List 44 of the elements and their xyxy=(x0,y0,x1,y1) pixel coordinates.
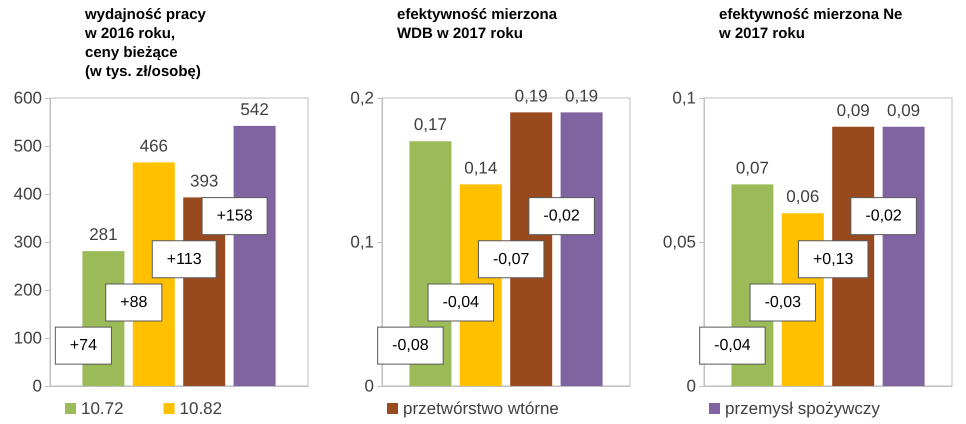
y-tick-label: 300 xyxy=(14,232,42,252)
y-tick-label: 0,1 xyxy=(350,232,374,252)
y-tick-label: 400 xyxy=(14,184,42,204)
annotation: +74 xyxy=(70,337,98,354)
data-label: 0,19 xyxy=(514,86,548,106)
y-tick-label: 500 xyxy=(14,136,42,156)
annotation: -0,04 xyxy=(442,294,480,311)
y-tick-label: 200 xyxy=(14,280,42,300)
chart-title: wydajność pracy w 2016 roku, ceny bieżące (w tys. zł/osobę) xyxy=(84,6,207,80)
annotation: +0,13 xyxy=(812,250,854,268)
data-label: 0,14 xyxy=(464,158,498,178)
legend-label: przetwórstwo wtórne xyxy=(403,399,559,418)
data-label: 0,07 xyxy=(736,158,769,178)
data-label: 0,09 xyxy=(887,100,920,120)
data-label: 0,19 xyxy=(565,86,598,106)
annotation: -0,03 xyxy=(764,294,802,311)
chart-title: efektywność mierzona WDB w 2017 roku xyxy=(397,6,558,42)
annotation: -0,08 xyxy=(392,337,429,354)
data-label: 393 xyxy=(190,171,218,190)
y-tick-label: 0,1 xyxy=(672,88,696,108)
annotation: +88 xyxy=(120,294,148,311)
data-label: 0,06 xyxy=(786,187,820,206)
data-label: 0,17 xyxy=(414,115,447,134)
annotation: -0,07 xyxy=(492,250,530,268)
annotation: +113 xyxy=(166,250,202,268)
annotation: +158 xyxy=(216,208,253,225)
annotation: -0,02 xyxy=(543,208,580,225)
legend-label: 10.72 xyxy=(81,399,124,418)
y-tick-label: 0 xyxy=(32,376,42,396)
legend-label: przemysł spożywczy xyxy=(725,399,880,418)
y-tick-label: 0,2 xyxy=(350,88,374,108)
data-label: 281 xyxy=(89,225,118,244)
data-label: 466 xyxy=(140,136,168,156)
y-tick-label: 100 xyxy=(14,328,42,348)
y-tick-label: 0 xyxy=(686,376,696,396)
legend-label: 10.82 xyxy=(180,399,222,418)
annotation: -0,04 xyxy=(714,337,751,354)
annotation: -0,02 xyxy=(865,208,902,225)
y-tick-label: 0 xyxy=(364,376,374,396)
chart-title: efektywność mierzona Ne w 2017 roku xyxy=(718,6,902,42)
y-tick-label: 0,05 xyxy=(662,232,696,252)
data-label: 0,09 xyxy=(836,100,870,120)
y-tick-label: 600 xyxy=(14,88,42,108)
data-label: 542 xyxy=(240,100,269,119)
